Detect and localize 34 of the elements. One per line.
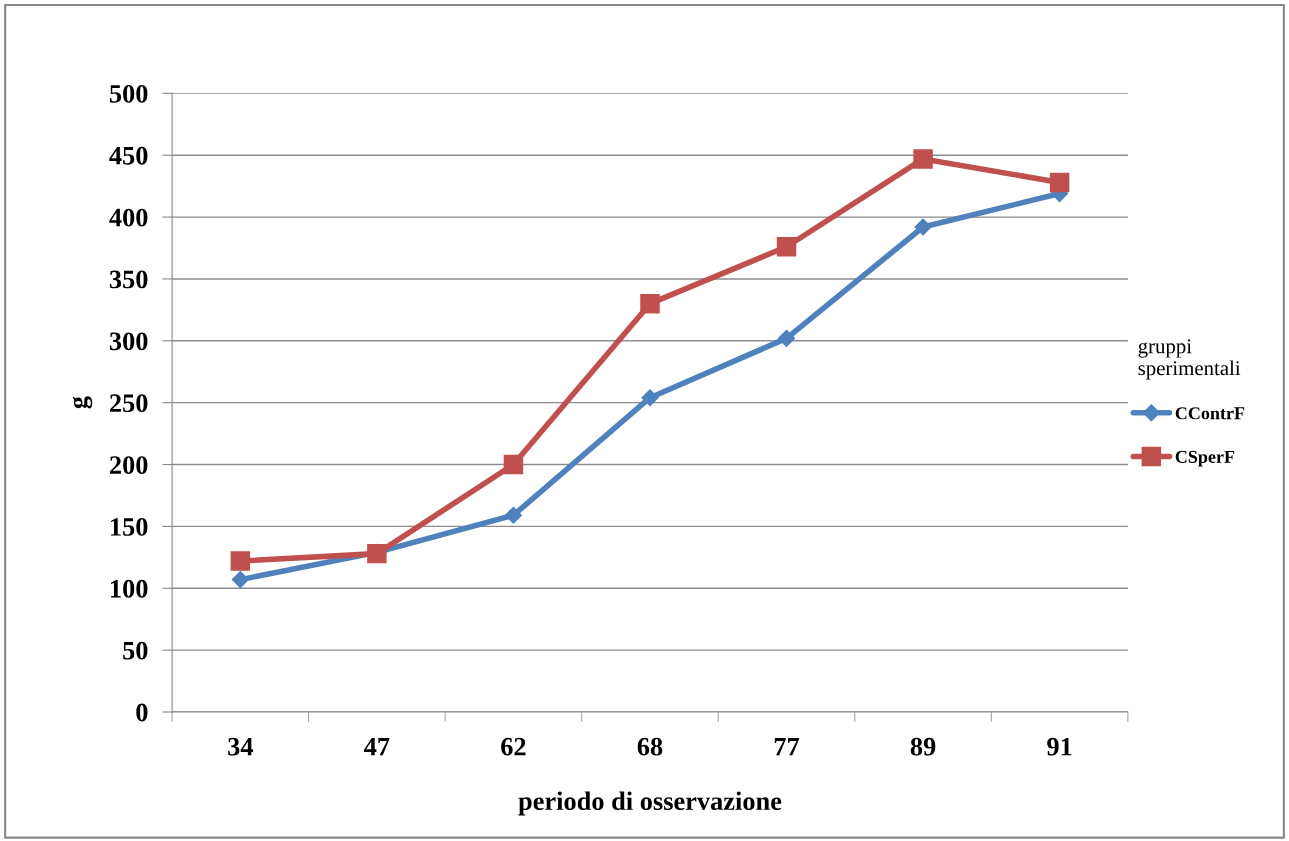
point [1049, 172, 1070, 193]
point [641, 389, 659, 407]
y-tick-label: 300 [109, 332, 148, 351]
legend-label: CContrF [1175, 407, 1245, 420]
y-tick-label: 450 [109, 146, 148, 165]
point [640, 293, 660, 314]
y-tick-label: 400 [109, 208, 148, 227]
x-tick-label: 62 [501, 737, 526, 756]
x-axis-title: periodo di osservazione [518, 791, 782, 816]
y-tick-label: 100 [111, 579, 148, 598]
point [777, 329, 796, 347]
legend-label: CSperF [1175, 450, 1235, 467]
y-axis-title: g [72, 396, 93, 409]
point [504, 506, 522, 524]
y-tick-label: 500 [109, 84, 148, 103]
point [230, 551, 251, 571]
point [913, 149, 933, 169]
x-tick-label: 47 [364, 737, 390, 756]
y-tick-label: 200 [110, 456, 148, 474]
y-tick-label: 50 [123, 641, 148, 660]
y-tick-label: 0 [136, 703, 148, 722]
y-tick-label: 350 [109, 270, 148, 289]
point [776, 237, 797, 257]
point [914, 218, 932, 236]
y-tick-label: 250 [110, 394, 148, 413]
x-tick-label: 77 [774, 738, 800, 756]
point [231, 571, 249, 589]
legend-title: gruppi sperimentali [1138, 339, 1241, 380]
x-tick-label: 34 [228, 737, 254, 756]
x-tick-label: 91 [1047, 737, 1072, 756]
x-tick-label: 89 [910, 737, 936, 756]
point [503, 454, 524, 475]
x-tick-label: 68 [637, 737, 663, 756]
y-tick-label: 150 [111, 518, 148, 536]
